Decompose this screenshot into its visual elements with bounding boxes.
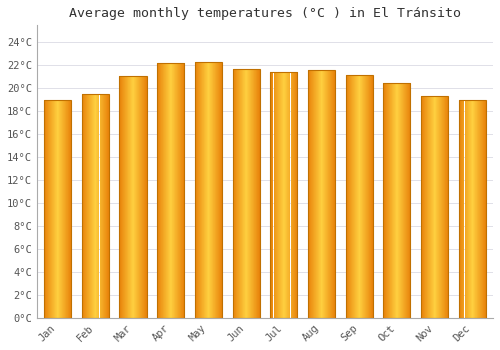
Bar [346, 75, 373, 318]
Bar [120, 76, 146, 318]
Title: Average monthly temperatures (°C ) in El Tránsito: Average monthly temperatures (°C ) in El… [69, 7, 461, 20]
Bar [157, 63, 184, 318]
Bar [308, 70, 335, 318]
Bar [195, 62, 222, 318]
Bar [82, 94, 109, 318]
Bar [232, 69, 260, 318]
Bar [421, 96, 448, 318]
Bar [458, 100, 486, 318]
Bar [384, 83, 410, 318]
Bar [270, 72, 297, 318]
Bar [44, 100, 71, 318]
